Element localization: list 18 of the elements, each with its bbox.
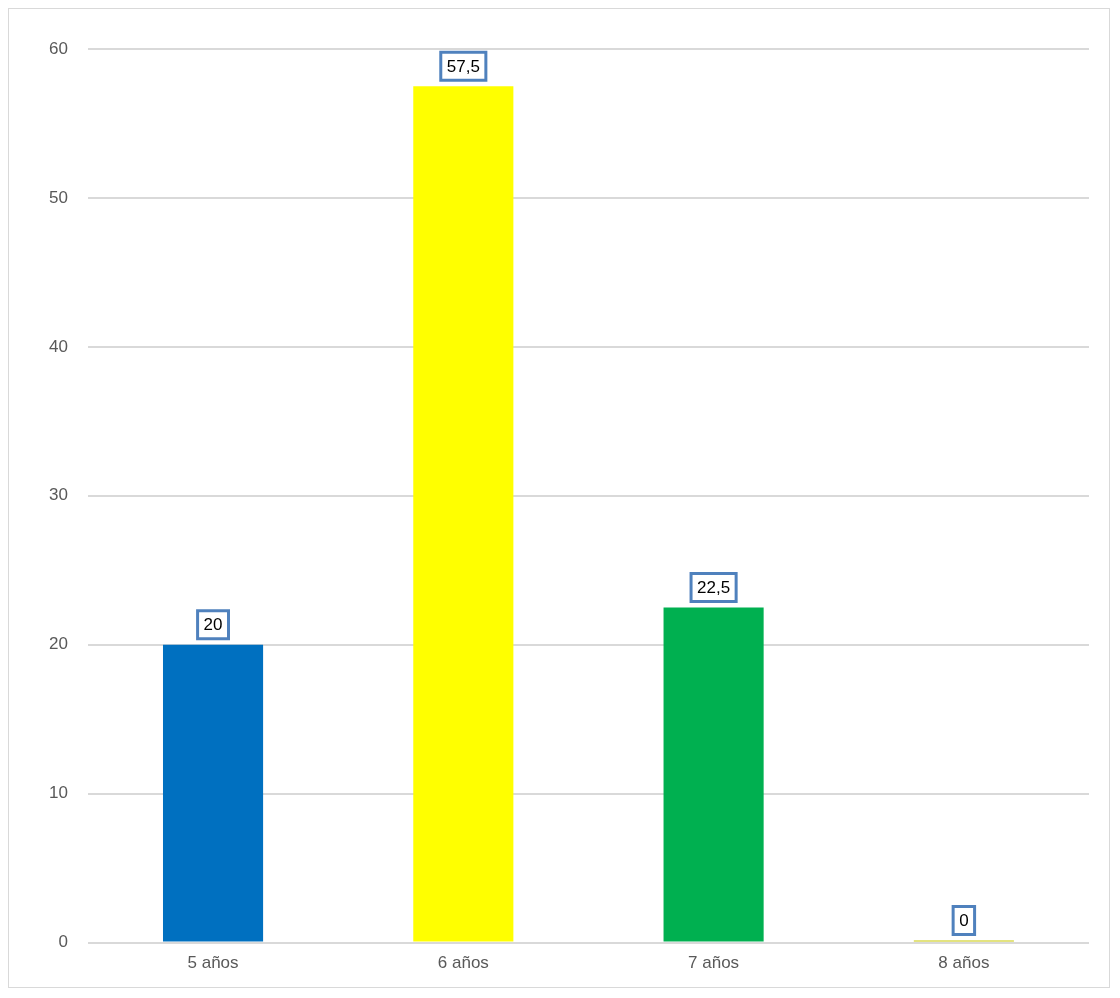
- y-tick-label: 20: [48, 634, 68, 654]
- data-label: 20: [203, 615, 223, 635]
- y-tick-label: 60: [48, 38, 68, 58]
- x-tick-label: 8 años: [938, 953, 990, 973]
- y-tick-label: 10: [48, 783, 68, 803]
- x-tick-label: 7 años: [688, 953, 740, 973]
- data-label: 57,5: [446, 56, 480, 76]
- data-label: 0: [959, 911, 969, 931]
- y-tick-label: 30: [48, 485, 68, 505]
- y-tick-label: 40: [48, 336, 68, 356]
- y-tick-label: 50: [48, 187, 68, 207]
- x-tick-label: 6 años: [437, 953, 489, 973]
- x-tick-label: 5 años: [187, 953, 239, 973]
- bar: [413, 86, 514, 942]
- y-tick-label: 0: [58, 932, 68, 952]
- bar: [162, 644, 264, 942]
- bar: [663, 607, 764, 942]
- data-label: 22,5: [697, 578, 731, 598]
